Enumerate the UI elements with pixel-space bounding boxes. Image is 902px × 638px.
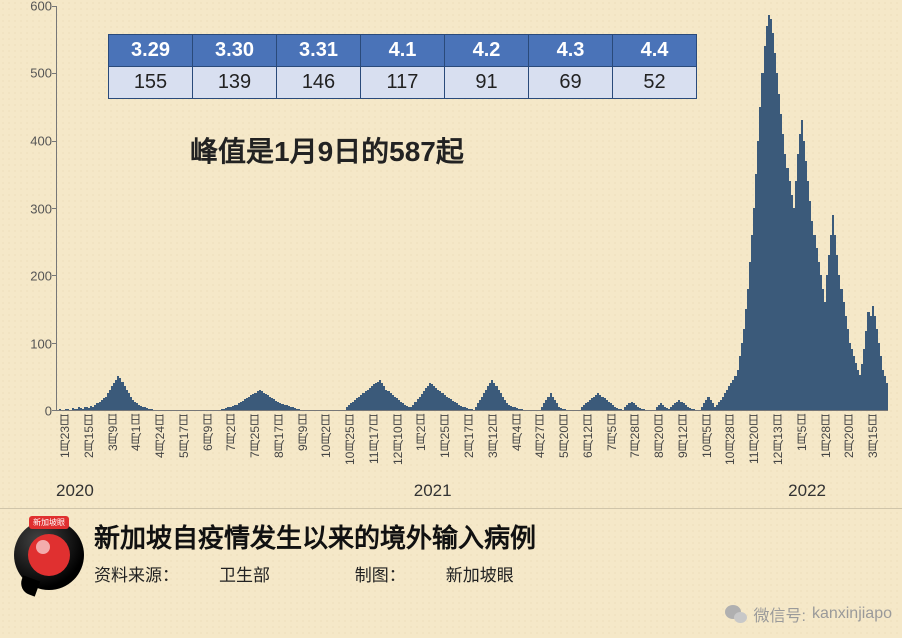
x-tick-label: 8月20日	[650, 414, 674, 474]
table-date-cell: 4.1	[361, 35, 445, 67]
x-tick-label: 3月9日	[104, 414, 128, 474]
wechat-id: kanxinjiapo	[812, 605, 892, 623]
x-tick-label: 2月17日	[460, 414, 484, 474]
year-label: 2020	[56, 481, 94, 501]
year-markers: 2020 2021 2022	[56, 481, 888, 505]
bar	[298, 409, 300, 410]
x-tick-label: 7月25日	[246, 414, 270, 474]
table-header-row: 3.293.303.314.14.24.34.4	[109, 35, 697, 67]
x-tick-label: 7月2日	[222, 414, 246, 474]
x-tick-label: 1月5日	[793, 414, 817, 474]
year-label: 2022	[788, 481, 826, 501]
x-tick-label: 1月23日	[56, 414, 80, 474]
y-tick-label: 200	[30, 268, 52, 283]
x-tick-label: 9月9日	[294, 414, 318, 474]
bar	[67, 409, 69, 410]
credit-block: 制图：新加坡眼	[355, 566, 554, 585]
table-value-cell: 155	[109, 67, 193, 99]
table-value-cell: 117	[361, 67, 445, 99]
y-tick-label: 0	[45, 404, 52, 419]
bar	[471, 409, 473, 410]
x-tick-label: 9月12日	[674, 414, 698, 474]
x-tick-label: 10月5日	[698, 414, 722, 474]
chart-title: 新加坡自疫情发生以来的境外输入病例	[94, 518, 902, 555]
source-logo: 新加坡眼	[14, 520, 84, 590]
y-tick-label: 300	[30, 201, 52, 216]
wechat-icon	[725, 603, 747, 625]
x-tick-label: 10月28日	[721, 414, 745, 474]
x-tick-label: 10月25日	[341, 414, 365, 474]
table-date-cell: 3.31	[277, 35, 361, 67]
x-tick-label: 2月15日	[80, 414, 104, 474]
table-date-cell: 4.2	[445, 35, 529, 67]
x-tick-label: 3月15日	[864, 414, 888, 474]
bar	[151, 409, 153, 410]
y-tick-label: 500	[30, 66, 52, 81]
year-label: 2021	[414, 481, 452, 501]
x-tick-label: 6月12日	[579, 414, 603, 474]
x-axis-labels: 1月23日2月15日3月9日4月1日4月24日5月17日6月9日7月2日7月25…	[56, 414, 888, 484]
y-tick-label: 100	[30, 336, 52, 351]
y-axis: 0100200300400500600	[18, 6, 56, 411]
y-tick-label: 400	[30, 133, 52, 148]
table-value-cell: 52	[613, 67, 697, 99]
table-value-cell: 146	[277, 67, 361, 99]
x-tick-label: 12月13日	[769, 414, 793, 474]
bar	[620, 409, 622, 410]
x-tick-label: 4月4日	[508, 414, 532, 474]
x-tick-label: 5月20日	[555, 414, 579, 474]
x-tick-label: 5月17日	[175, 414, 199, 474]
bar	[693, 409, 695, 410]
bar	[564, 409, 566, 410]
table-value-cell: 91	[445, 67, 529, 99]
x-tick-label: 1月25日	[436, 414, 460, 474]
x-tick-label: 4月24日	[151, 414, 175, 474]
x-tick-label: 11月17日	[365, 414, 389, 474]
x-tick-label: 1月2日	[412, 414, 436, 474]
table-date-cell: 3.30	[193, 35, 277, 67]
table-date-cell: 3.29	[109, 35, 193, 67]
x-tick-label: 4月1日	[127, 414, 151, 474]
y-tick-label: 600	[30, 0, 52, 14]
recent-data-table: 3.293.303.314.14.24.34.4 155139146117916…	[108, 34, 697, 99]
bar	[886, 383, 888, 410]
x-tick-label: 2月20日	[840, 414, 864, 474]
x-tick-label: 7月28日	[626, 414, 650, 474]
table-value-row: 155139146117916952	[109, 67, 697, 99]
table-date-cell: 4.4	[613, 35, 697, 67]
logo-label: 新加坡眼	[29, 516, 69, 529]
x-tick-label: 3月12日	[484, 414, 508, 474]
source-line: 资料来源：卫生部 制图：新加坡眼	[94, 561, 902, 586]
peak-annotation: 峰值是1月9日的587起	[190, 130, 464, 170]
x-tick-label: 11月20日	[745, 414, 769, 474]
x-tick-label: 1月28日	[817, 414, 841, 474]
x-tick-label: 10月2日	[317, 414, 341, 474]
table-value-cell: 139	[193, 67, 277, 99]
bar	[59, 409, 61, 410]
wechat-label: 微信号:	[753, 602, 805, 626]
x-tick-label: 6月9日	[199, 414, 223, 474]
table-date-cell: 4.3	[529, 35, 613, 67]
x-tick-label: 12月10日	[389, 414, 413, 474]
bar	[643, 409, 645, 410]
table-value-cell: 69	[529, 67, 613, 99]
x-tick-label: 7月5日	[603, 414, 627, 474]
divider	[0, 508, 902, 509]
footer-text: 新加坡自疫情发生以来的境外输入病例 资料来源：卫生部 制图：新加坡眼	[94, 512, 902, 586]
wechat-watermark: 微信号: kanxinjiapo	[725, 602, 892, 626]
x-tick-label: 8月17日	[270, 414, 294, 474]
source-block: 资料来源：卫生部	[94, 566, 310, 585]
x-tick-label: 4月27日	[531, 414, 555, 474]
bar	[520, 409, 522, 410]
